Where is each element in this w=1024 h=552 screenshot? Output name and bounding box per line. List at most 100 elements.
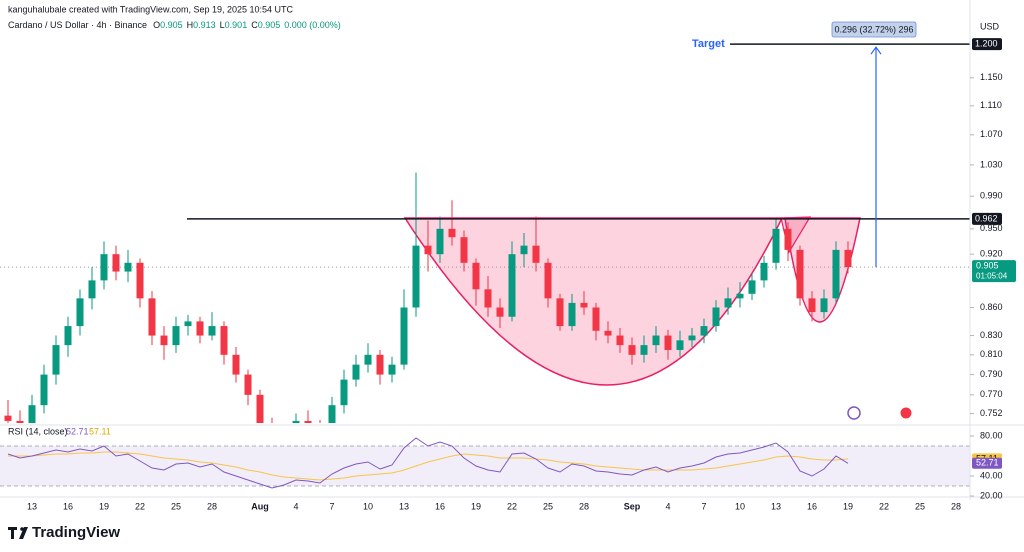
candle-body <box>244 374 252 395</box>
candle-body <box>664 335 672 350</box>
ohlc-key: C <box>251 20 258 30</box>
rsi-title: RSI (14, close) <box>8 426 68 436</box>
candle-body <box>172 326 180 346</box>
y-tick-label: 1.070 <box>980 129 1003 139</box>
rsi-pane <box>0 437 970 489</box>
x-tick-label: 13 <box>771 501 781 511</box>
x-tick-label: 19 <box>99 501 109 511</box>
x-tick-label: 16 <box>807 501 817 511</box>
candle-body <box>196 321 204 336</box>
candle-body <box>508 254 516 317</box>
measure-label: 0.296 (32.72%) 296 <box>834 24 913 34</box>
candle-body <box>544 262 552 299</box>
target-label: Target <box>692 38 725 50</box>
candle-body <box>400 307 408 365</box>
y-tick-label: 1.110 <box>980 100 1002 110</box>
candle-body <box>208 326 216 336</box>
candle-body <box>604 330 612 336</box>
x-tick-label: 16 <box>63 501 73 511</box>
ohlc-value: 0.905 <box>160 20 183 30</box>
y-tick-label: 0.830 <box>980 330 1003 340</box>
candle-body <box>160 335 168 346</box>
candle-body <box>652 335 660 346</box>
main-pane <box>0 172 970 423</box>
x-tick-label: Aug <box>251 501 269 511</box>
candle-body <box>532 245 540 263</box>
candle-body <box>340 379 348 406</box>
candle-body <box>256 394 264 423</box>
candle-body <box>232 354 240 375</box>
candle-body <box>592 307 600 331</box>
candle-body <box>40 374 48 406</box>
rsi-line <box>7 437 849 489</box>
brand: TradingView <box>32 524 120 541</box>
candle-body <box>484 289 492 308</box>
x-tick-label: 10 <box>363 501 373 511</box>
x-tick-label: 25 <box>543 501 553 511</box>
candle-body <box>520 245 528 255</box>
y-tick-label: 0.752 <box>980 408 1003 418</box>
brand-logo: TradingView <box>8 524 120 541</box>
candle-body <box>568 302 576 327</box>
event-icon <box>847 406 861 420</box>
y-tick-label: 0.990 <box>980 191 1003 201</box>
candle-body <box>148 298 156 336</box>
level-tag <box>972 212 1002 225</box>
candle-body <box>676 340 684 350</box>
x-tick-label: 28 <box>951 501 961 511</box>
x-tick-label: 19 <box>471 501 481 511</box>
candle-body <box>820 298 828 313</box>
candle-body <box>28 405 36 423</box>
last-price-label: 0.905 <box>976 261 999 271</box>
measure-arrowhead <box>870 46 882 55</box>
candle-body <box>412 245 420 308</box>
credit: kanguhalubale created with TradingView.c… <box>8 4 294 14</box>
measure-box <box>831 21 917 38</box>
countdown: 01:05:04 <box>976 271 1008 280</box>
candle-body <box>688 335 696 341</box>
rsi-band <box>0 446 970 486</box>
candle-body <box>844 249 852 268</box>
candle-body <box>580 302 588 308</box>
handle <box>784 217 861 323</box>
x-tick-label: Sep <box>624 501 641 511</box>
candle-body <box>556 298 564 327</box>
x-tick-label: 28 <box>207 501 217 511</box>
y-tick-label: 0.770 <box>980 389 1003 399</box>
x-tick-label: 4 <box>665 501 670 511</box>
candle-body <box>16 420 24 423</box>
x-tick-label: 13 <box>399 501 409 511</box>
candle-body <box>352 364 360 380</box>
y-tick-label: 0.920 <box>980 249 1003 259</box>
candle-body <box>808 298 816 313</box>
logo-dot <box>20 527 24 531</box>
candle-body <box>436 228 444 255</box>
currency: USD <box>980 21 1000 31</box>
candle-body <box>832 249 840 299</box>
candle-body <box>136 262 144 299</box>
ohlc-value: 0.913 <box>193 20 216 30</box>
candle-body <box>640 345 648 355</box>
ohlc-key: O <box>153 20 160 30</box>
ohlc-key: L <box>220 20 225 30</box>
candle-body <box>364 354 372 365</box>
candle-body <box>460 237 468 263</box>
candle-body <box>124 262 132 272</box>
x-tick-label: 22 <box>135 501 145 511</box>
rsi-legend-value: 52.71 <box>66 426 89 436</box>
candle-body <box>724 298 732 308</box>
candle-body <box>328 405 336 423</box>
cup <box>403 217 784 386</box>
candle-body <box>448 228 456 238</box>
x-tick-label: 25 <box>171 501 181 511</box>
candle-body <box>292 420 300 423</box>
overlay: Target 0.296 (32.72%) 296 <box>187 21 970 420</box>
candle-body <box>76 298 84 327</box>
y-tick-label: 0.790 <box>980 369 1003 379</box>
x-tick-label: 7 <box>701 501 706 511</box>
candle-body <box>796 249 804 299</box>
candle-body <box>88 280 96 299</box>
candle-body <box>304 420 312 423</box>
candle-body <box>472 262 480 290</box>
level-tag-label: 0.962 <box>975 213 998 223</box>
